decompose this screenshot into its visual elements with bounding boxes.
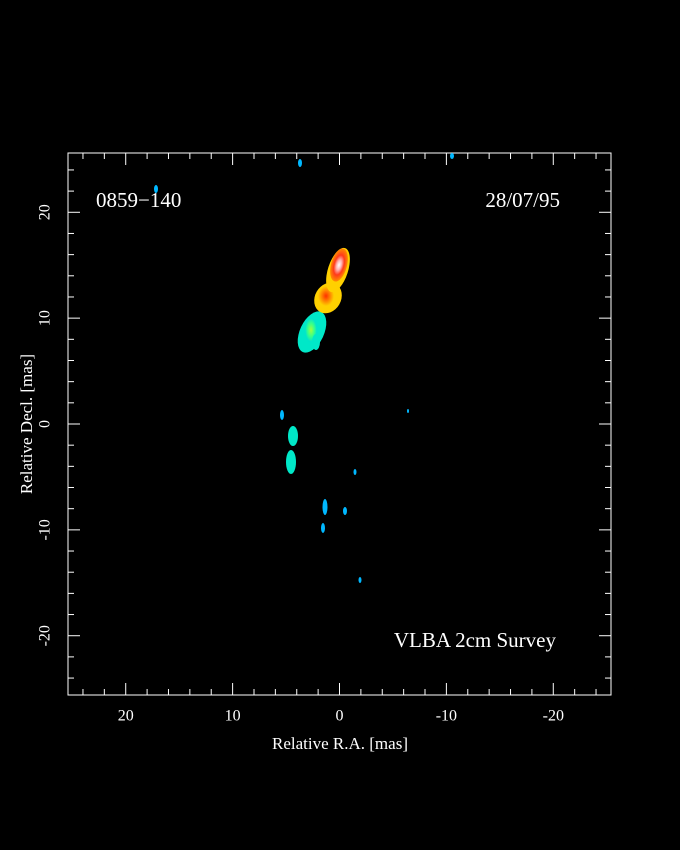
knot: [280, 410, 284, 420]
knot: [298, 159, 302, 167]
knot: [288, 426, 298, 446]
x-tick-label: -20: [543, 708, 564, 725]
x-axis-label: Relative R.A. [mas]: [272, 734, 408, 753]
epoch: 28/07/95: [485, 188, 560, 212]
y-tick-label: 0: [37, 420, 54, 428]
y-axis-label: Relative Decl. [mas]: [17, 354, 36, 494]
survey-label: VLBA 2cm Survey: [394, 628, 557, 652]
source-name: 0859−140: [96, 188, 181, 212]
knot: [154, 185, 158, 193]
knot: [358, 577, 362, 583]
x-tick-label: 10: [225, 708, 241, 725]
knot: [322, 499, 328, 515]
y-tick-label: -10: [37, 519, 54, 540]
y-tick-label: 20: [37, 204, 54, 220]
y-tick-label: 10: [37, 310, 54, 326]
emission: [154, 153, 454, 583]
plot-frame: [67, 152, 612, 696]
x-tick-label: -10: [436, 708, 457, 725]
jet-knot: [312, 334, 320, 350]
knot: [407, 409, 409, 413]
knot: [450, 153, 454, 159]
y-tick-label: -20: [37, 625, 54, 646]
knot: [286, 450, 296, 474]
knot: [343, 507, 347, 515]
x-tick-label: 0: [336, 708, 344, 725]
knot: [353, 469, 357, 475]
x-tick-label: 20: [118, 708, 134, 725]
knot: [321, 523, 325, 533]
jet-core: [330, 248, 348, 282]
